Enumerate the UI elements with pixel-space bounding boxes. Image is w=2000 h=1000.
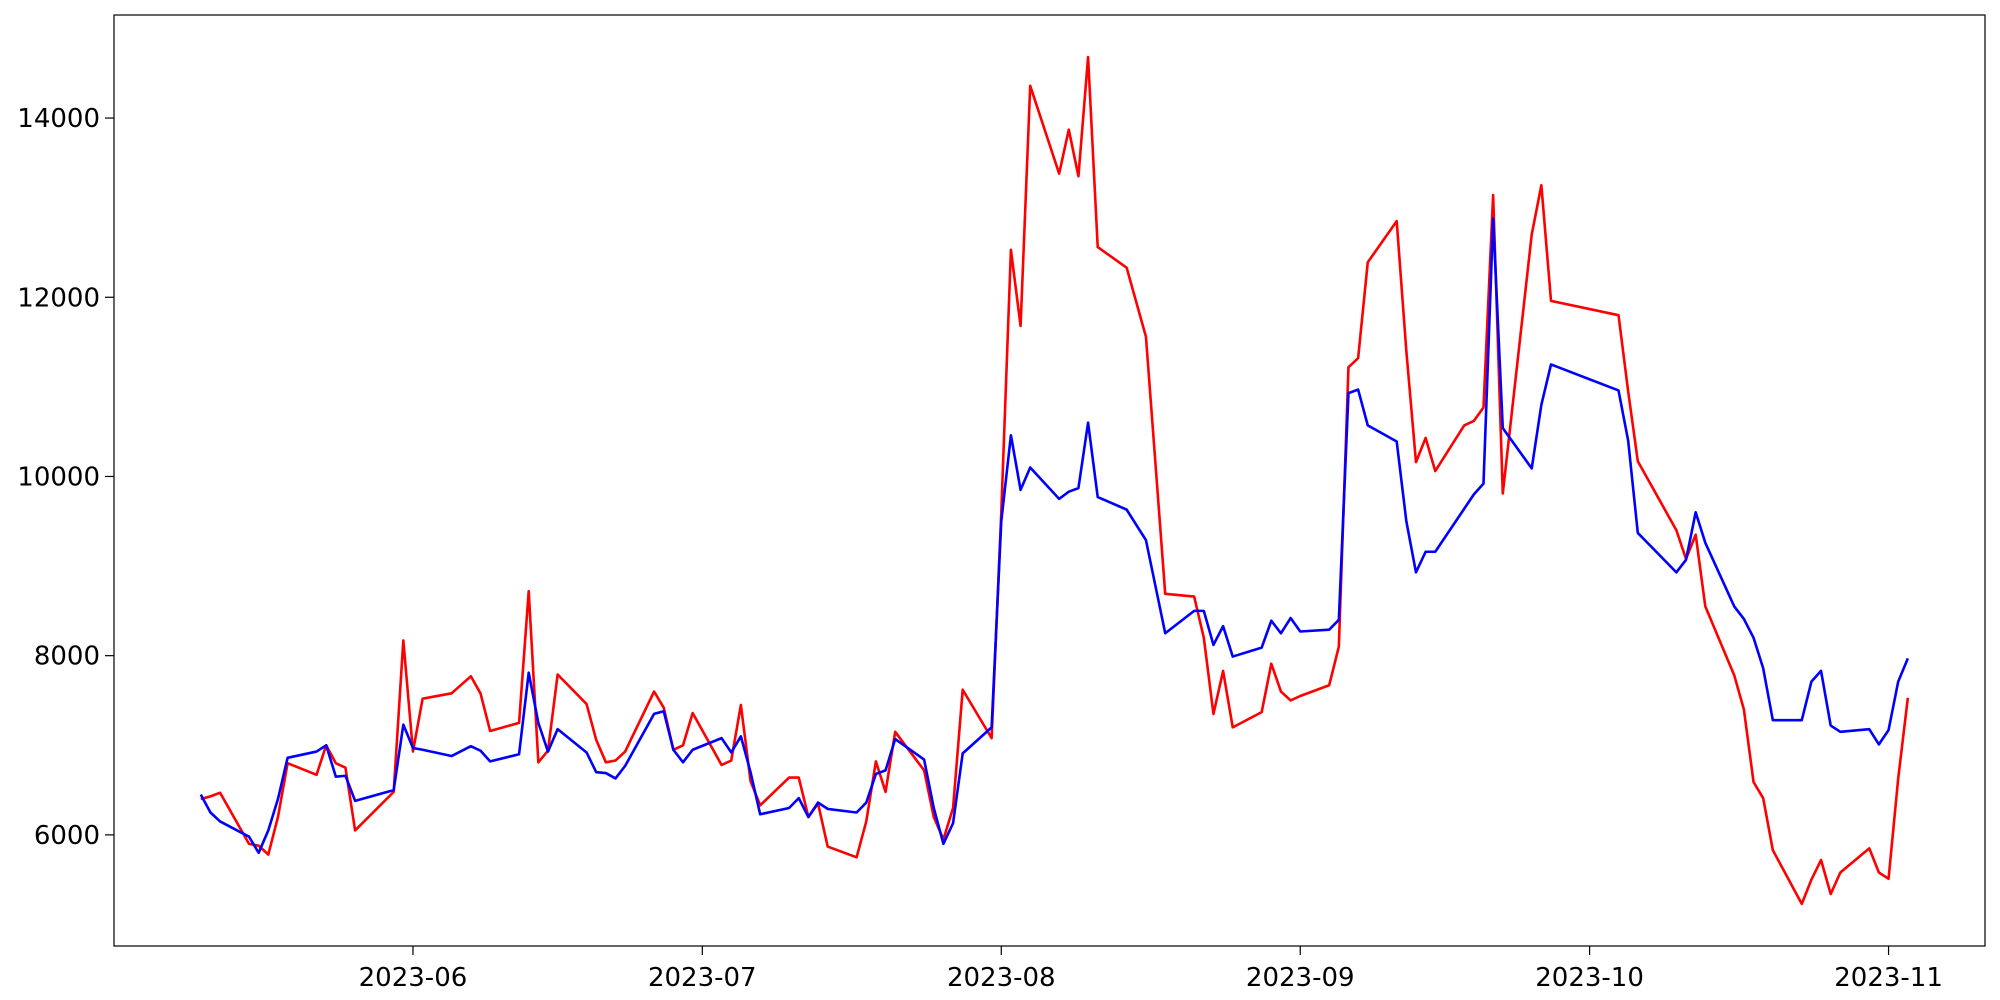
x-tick-label: 2023-08 <box>947 963 1056 993</box>
x-tick-label: 2023-10 <box>1535 963 1644 993</box>
x-tick-label: 2023-07 <box>648 963 757 993</box>
x-tick-label: 2023-09 <box>1246 963 1355 993</box>
line-series <box>199 217 1910 855</box>
y-tick-label: 10000 <box>17 462 100 492</box>
line-series <box>200 55 1910 906</box>
y-tick-label: 6000 <box>34 821 100 851</box>
y-tick-label: 8000 <box>34 642 100 672</box>
plot-frame <box>113 14 1986 947</box>
y-tick-label: 14000 <box>17 104 100 134</box>
x-tick-label: 2023-06 <box>359 963 468 993</box>
y-tick-label: 12000 <box>17 283 100 313</box>
x-tick-label: 2023-11 <box>1834 963 1943 993</box>
